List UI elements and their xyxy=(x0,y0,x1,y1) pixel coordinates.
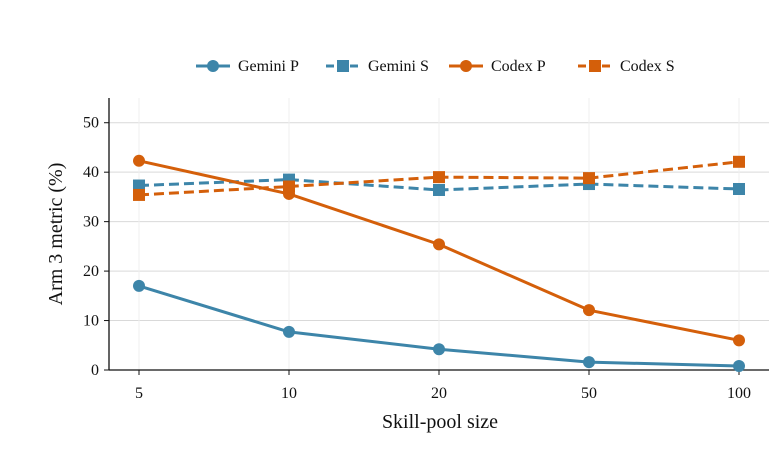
legend-marker xyxy=(337,60,349,72)
axes: 0 10 20 30 40 50 5 10 20 50 100 xyxy=(83,98,769,402)
legend-entry: Codex P xyxy=(449,58,546,75)
data-point xyxy=(733,360,745,373)
series-gemini-p xyxy=(133,279,745,373)
data-point xyxy=(133,154,145,167)
data-point xyxy=(133,179,145,192)
legend-label: Codex P xyxy=(491,58,546,75)
data-point xyxy=(733,182,745,195)
data-point xyxy=(433,238,445,251)
data-point xyxy=(583,304,595,317)
legend-marker xyxy=(460,60,472,72)
y-tick-label: 30 xyxy=(83,214,99,231)
x-tick-label: 10 xyxy=(281,385,297,402)
data-point xyxy=(433,171,445,184)
series-codex-s xyxy=(133,155,745,201)
legend-marker xyxy=(207,60,219,72)
data-point xyxy=(733,155,745,168)
x-tick-label: 100 xyxy=(727,385,751,402)
y-tick-label: 20 xyxy=(83,263,99,280)
data-point xyxy=(433,183,445,196)
legend-label: Codex S xyxy=(620,58,675,75)
x-tick-label: 50 xyxy=(581,385,597,402)
data-point xyxy=(583,172,595,185)
legend: Gemini P Gemini S Codex P Codex S xyxy=(196,58,675,75)
legend-label: Gemini P xyxy=(238,58,299,75)
x-axis-title: Skill-pool size xyxy=(382,411,498,433)
y-axis-title: Arm 3 metric (%) xyxy=(45,163,67,306)
legend-marker xyxy=(589,60,601,72)
legend-entry: Gemini P xyxy=(196,58,299,75)
y-tick-label: 40 xyxy=(83,164,99,181)
legend-entry: Gemini S xyxy=(326,58,429,75)
y-tick-label: 0 xyxy=(91,362,99,379)
data-point xyxy=(283,180,295,193)
y-tick-label: 50 xyxy=(83,115,99,132)
data-point xyxy=(433,343,445,356)
data-point xyxy=(583,356,595,369)
x-tick-label: 20 xyxy=(431,385,447,402)
series-group xyxy=(133,154,745,373)
data-point xyxy=(733,334,745,347)
x-tick-label: 5 xyxy=(135,385,143,402)
data-point xyxy=(283,325,295,338)
data-point xyxy=(133,279,145,292)
legend-entry: Codex S xyxy=(578,58,675,75)
y-tick-label: 10 xyxy=(83,313,99,330)
legend-label: Gemini S xyxy=(368,58,429,75)
grid xyxy=(109,98,769,370)
data-point xyxy=(133,188,145,201)
